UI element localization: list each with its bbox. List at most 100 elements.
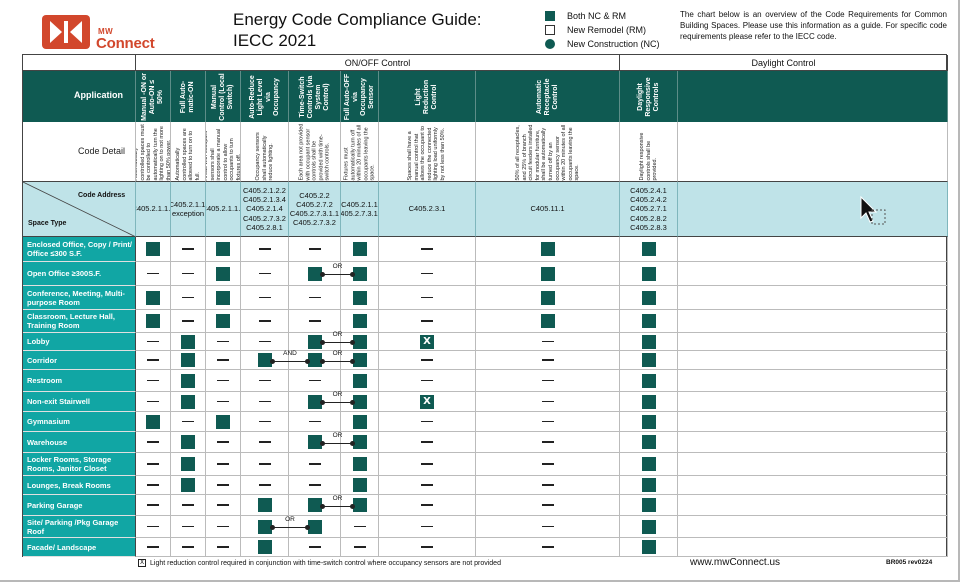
requirement-cell — [341, 237, 379, 262]
required-square-icon — [257, 353, 272, 367]
code-detail-text: Fixtures must automatically turn off wit… — [343, 124, 376, 180]
requirement-cell — [476, 237, 620, 262]
not-required-dash-icon — [147, 441, 159, 443]
code-detail-cell: Fixtures must automatically turn off wit… — [341, 122, 379, 182]
connector-dot — [320, 340, 325, 345]
required-square-icon — [352, 334, 367, 349]
requirement-cell — [171, 412, 206, 432]
requirement-cell — [379, 262, 476, 286]
required-square-icon — [307, 435, 322, 449]
required-square-icon — [641, 498, 656, 512]
requirement-cell — [620, 333, 678, 351]
requirement-cell — [289, 237, 341, 262]
detail-spacer — [678, 122, 948, 182]
required-square-icon — [352, 373, 367, 388]
not-required-dash-icon — [182, 272, 194, 275]
not-required-dash-icon — [541, 525, 554, 528]
row-spacer — [678, 412, 948, 432]
requirement-cell — [206, 351, 241, 370]
requirement-cell: X — [379, 392, 476, 412]
not-required-dash-icon — [541, 504, 554, 506]
required-square-icon — [257, 519, 272, 534]
table-row: Facade/ Landscape — [23, 538, 948, 557]
row-spacer — [678, 516, 948, 538]
required-square-icon — [146, 290, 160, 305]
not-required-dash-icon — [217, 463, 229, 465]
space-type-label: Non-exit Stairwell — [23, 392, 136, 412]
not-required-dash-icon — [421, 272, 433, 275]
requirement-cell — [476, 392, 620, 412]
connector-dot — [350, 358, 355, 364]
requirement-cell — [476, 262, 620, 286]
not-required-dash-icon — [421, 296, 433, 299]
required-square-icon — [641, 266, 656, 281]
requirement-cell — [136, 538, 171, 557]
code-detail-cell: Occupancy sensors shall automatically re… — [241, 122, 289, 182]
code-detail-cell: Automatically controlled spaces must be … — [136, 122, 171, 182]
connector-line — [322, 360, 353, 362]
table-row: Restroom — [23, 370, 948, 392]
legend-label: Both NC & RM — [567, 11, 627, 21]
required-square-icon — [641, 290, 656, 305]
required-square-icon — [352, 435, 367, 449]
application-header-cell: Application — [23, 71, 136, 122]
not-required-dash-icon — [421, 320, 433, 322]
requirement-cell — [136, 392, 171, 412]
requirement-cell — [476, 495, 620, 516]
space-type-label: Open Office ≥300S.F. — [23, 262, 136, 286]
table-row: Gymnasium — [23, 412, 948, 432]
intro-text: The chart below is an overview of the Co… — [680, 10, 947, 41]
requirement-cell — [341, 516, 379, 538]
required-square-icon — [181, 457, 195, 471]
requirement-cell — [171, 495, 206, 516]
not-required-dash-icon — [541, 463, 554, 465]
code-address-cell: C405.2.2 C405.2.7.2 C405.2.7.3.1.1 C405.… — [289, 182, 341, 237]
not-required-dash-icon — [258, 320, 271, 322]
connector-dot — [350, 272, 355, 277]
not-required-dash-icon — [258, 248, 271, 250]
code-detail-text: Automatically controlled spaces must be … — [136, 123, 171, 180]
required-square-icon — [352, 266, 367, 281]
requirement-cell — [289, 370, 341, 392]
column-header: Daylight Responsive Controls — [620, 71, 678, 122]
requirement-cell — [341, 476, 379, 495]
website-link[interactable]: www.mwConnect.us — [690, 557, 781, 568]
required-square-icon — [352, 478, 367, 492]
required-square-icon — [352, 290, 367, 305]
not-required-dash-icon — [541, 484, 554, 486]
requirement-cell — [241, 392, 289, 412]
code-detail-cell: Daylight responsive controls shall be pr… — [620, 122, 678, 182]
not-required-dash-icon — [421, 504, 433, 506]
requirement-cell — [136, 262, 171, 286]
not-required-dash-icon — [182, 420, 194, 423]
application-header-row: Application Manual -ON or Auto-ON ≤ 50% Fu… — [23, 71, 948, 122]
filled-circle-icon — [545, 39, 555, 49]
required-square-icon — [641, 414, 656, 429]
required-square-icon — [352, 314, 367, 328]
requirement-cell — [289, 286, 341, 310]
requirement-cell — [476, 538, 620, 557]
requirement-cell — [341, 333, 379, 351]
requirement-cell — [341, 286, 379, 310]
row-spacer — [678, 237, 948, 262]
requirement-cell — [206, 392, 241, 412]
requirement-cell — [476, 286, 620, 310]
required-square-icon — [540, 242, 555, 256]
requirement-cell — [241, 495, 289, 516]
requirement-cell — [206, 333, 241, 351]
space-type-label: Facade/ Landscape — [23, 538, 136, 557]
connector-line — [322, 402, 353, 403]
not-required-dash-icon — [308, 248, 321, 250]
requirement-cell — [476, 453, 620, 476]
requirement-cell — [136, 495, 171, 516]
not-required-dash-icon — [147, 504, 159, 506]
required-square-icon — [181, 353, 195, 367]
filled-square-icon — [545, 11, 555, 21]
table-row: Corridor — [23, 351, 948, 370]
code-detail-label: Code Detail — [77, 146, 125, 156]
requirement-cell — [289, 476, 341, 495]
connector-label: OR — [332, 431, 343, 439]
not-required-dash-icon — [147, 379, 159, 382]
not-required-dash-icon — [308, 463, 321, 465]
requirement-cell — [206, 310, 241, 333]
